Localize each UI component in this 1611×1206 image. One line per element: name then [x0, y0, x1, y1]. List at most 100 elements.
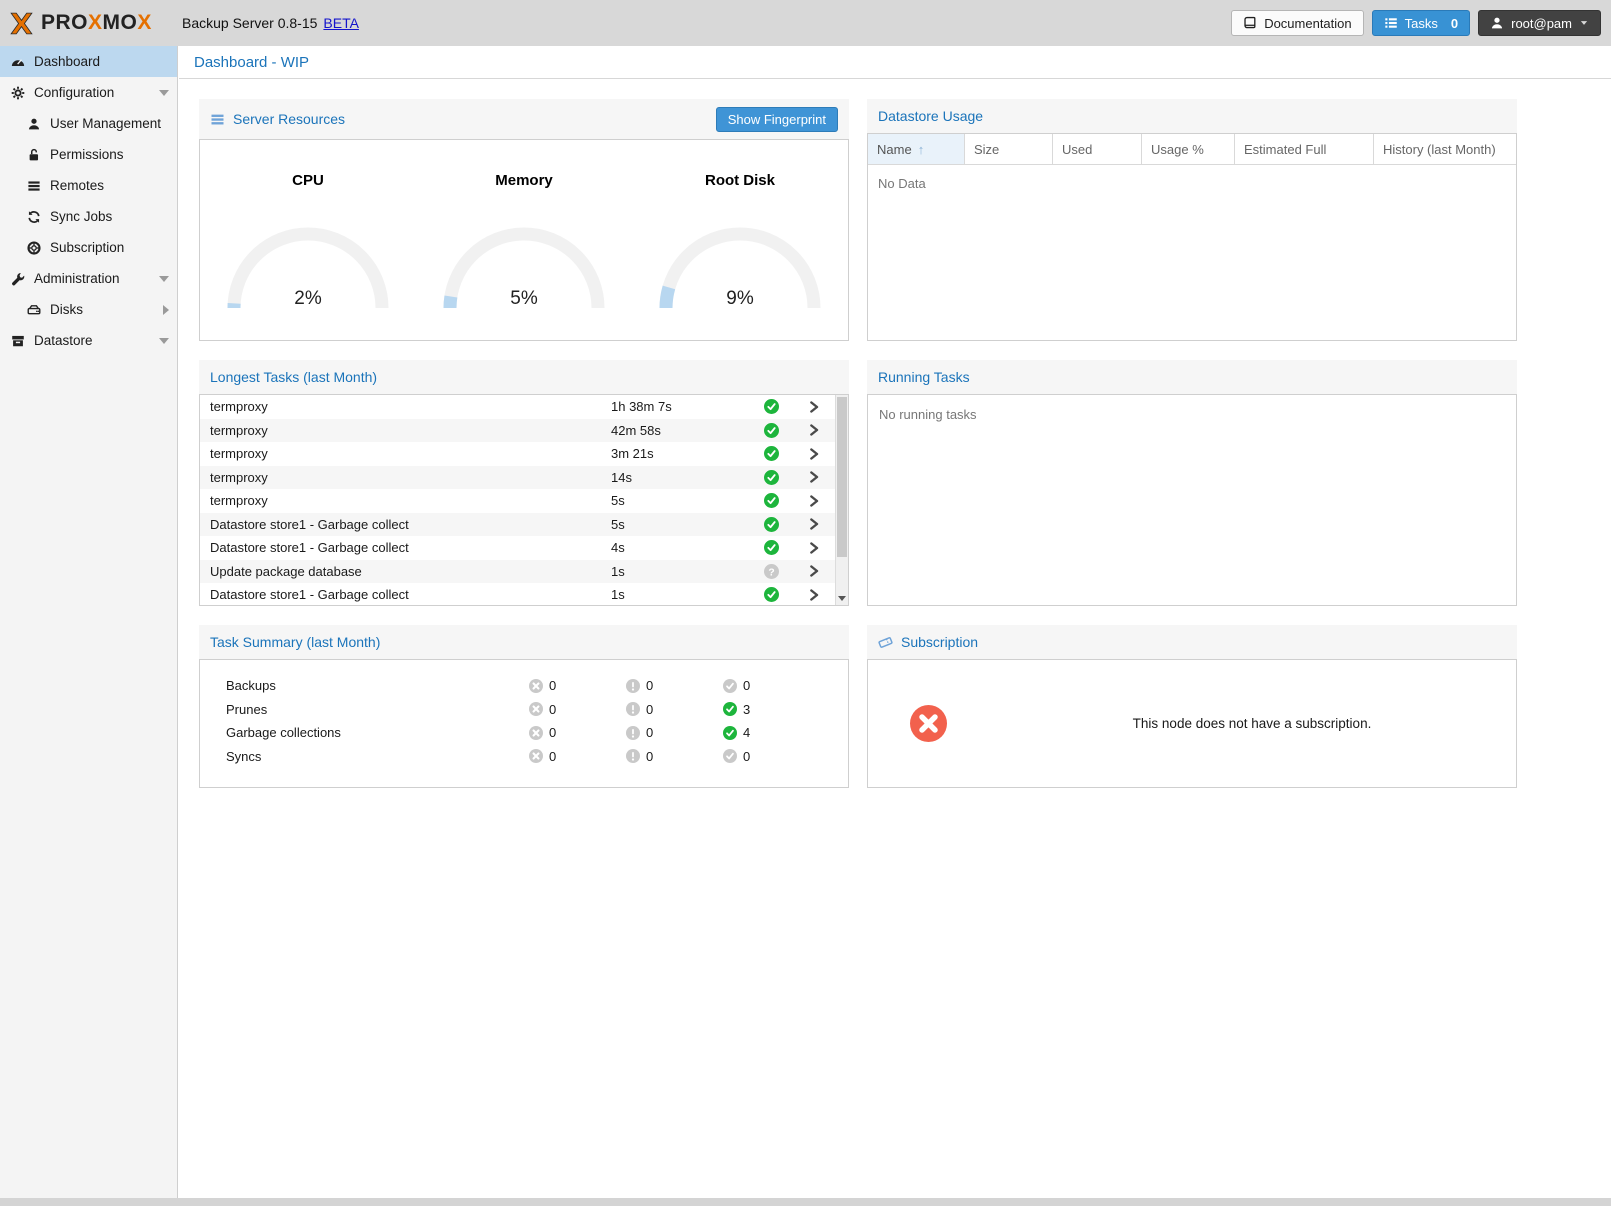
error-count-icon — [529, 702, 543, 716]
ok-status-icon — [749, 399, 793, 414]
page-title: Dashboard - WIP — [194, 53, 310, 71]
collapse-caret-icon[interactable] — [159, 89, 169, 96]
down-arrow-icon — [838, 595, 846, 601]
error-count-icon — [529, 726, 543, 740]
warning-count-icon — [626, 726, 640, 740]
root-disk-gauge: Root Disk 9% — [632, 140, 848, 340]
open-task-chevron-icon[interactable] — [793, 542, 835, 554]
open-task-chevron-icon[interactable] — [793, 424, 835, 436]
top-bar: PROXMOX Backup Server 0.8-15 BETA Docume… — [0, 0, 1611, 46]
server-list-icon — [27, 179, 41, 193]
unlock-icon — [27, 148, 41, 162]
unknown-status-icon — [749, 564, 793, 579]
ok-count-icon — [723, 726, 737, 740]
error-count-icon — [529, 749, 543, 763]
sidebar-item-remotes[interactable]: Remotes — [0, 170, 177, 201]
brand-wordmark: PROXMOX — [41, 11, 152, 34]
sidebar-item-permissions[interactable]: Permissions — [0, 139, 177, 170]
user-menu-button[interactable]: root@pam — [1478, 10, 1601, 36]
task-row[interactable]: Datastore store1 - Garbage collect 5s — [200, 512, 835, 536]
sync-icon — [27, 210, 41, 224]
ok-status-icon — [749, 423, 793, 438]
scroll-down-button[interactable] — [836, 591, 848, 605]
open-task-chevron-icon[interactable] — [793, 495, 835, 507]
sidebar-item-dashboard[interactable]: Dashboard — [0, 46, 177, 77]
scrollbar-thumb[interactable] — [837, 397, 847, 557]
column-header-usage-pct[interactable]: Usage % — [1142, 134, 1235, 164]
open-task-chevron-icon[interactable] — [793, 471, 835, 483]
ok-status-icon — [749, 446, 793, 461]
beta-link[interactable]: BETA — [323, 15, 359, 31]
datastore-usage-panel: Datastore Usage Name ↑ Size Used Usage %… — [867, 99, 1517, 341]
column-header-history[interactable]: History (last Month) — [1383, 141, 1496, 157]
memory-gauge: Memory 5% — [416, 140, 632, 340]
documentation-button[interactable]: Documentation — [1231, 10, 1364, 36]
task-row[interactable]: Datastore store1 - Garbage collect 4s — [200, 536, 835, 560]
task-row[interactable]: Datastore store1 - Garbage collect 1s — [200, 583, 835, 605]
column-header-name[interactable]: Name ↑ — [868, 134, 965, 164]
expand-caret-icon[interactable] — [163, 304, 169, 315]
task-summary-panel: Task Summary (last Month) Backups 0 0 0 … — [199, 625, 849, 788]
warning-count-icon — [626, 702, 640, 716]
open-task-chevron-icon[interactable] — [793, 518, 835, 530]
user-icon — [27, 117, 41, 131]
column-header-used[interactable]: Used — [1053, 134, 1142, 164]
ok-status-icon — [749, 493, 793, 508]
datastore-table-header: Name ↑ Size Used Usage % Estimated Full … — [868, 134, 1516, 165]
task-row[interactable]: termproxy 1h 38m 7s — [200, 395, 835, 419]
open-task-chevron-icon[interactable] — [793, 448, 835, 460]
open-task-chevron-icon[interactable] — [793, 589, 835, 601]
sidebar-item-disks[interactable]: Disks — [0, 294, 177, 325]
proxmox-x-icon — [8, 10, 35, 37]
column-header-estimated-full[interactable]: Estimated Full — [1235, 134, 1374, 164]
ok-count-icon — [723, 702, 737, 716]
subscription-panel: Subscription This node does not have a s… — [867, 625, 1517, 788]
task-row[interactable]: termproxy 5s — [200, 489, 835, 513]
book-icon — [1243, 16, 1257, 30]
datastore-empty-text: No Data — [878, 176, 926, 191]
ok-status-icon — [749, 540, 793, 555]
task-row[interactable]: termproxy 14s — [200, 465, 835, 489]
collapse-caret-icon[interactable] — [159, 337, 169, 344]
page-header: Dashboard - WIP — [179, 46, 1611, 79]
summary-row-prunes: Prunes 0 0 3 — [226, 701, 751, 717]
tachometer-icon — [11, 55, 25, 69]
gears-icon — [11, 86, 25, 100]
task-row[interactable]: termproxy 42m 58s — [200, 418, 835, 442]
running-tasks-panel: Running Tasks No running tasks — [867, 360, 1517, 606]
open-task-chevron-icon[interactable] — [793, 401, 835, 413]
summary-row-syncs: Syncs 0 0 0 — [226, 748, 751, 764]
tasks-scrollbar[interactable] — [835, 395, 848, 605]
summary-row-garbage-collections: Garbage collections 0 0 4 — [226, 725, 751, 741]
life-ring-icon — [27, 241, 41, 255]
hard-disk-icon — [27, 303, 41, 317]
resources-bars-icon — [210, 112, 225, 127]
task-row[interactable]: Update package database 1s — [200, 559, 835, 583]
task-row[interactable]: termproxy 3m 21s — [200, 442, 835, 466]
cpu-gauge-value: 2% — [294, 288, 322, 309]
sidebar-item-administration[interactable]: Administration — [0, 263, 177, 294]
datastore-usage-title: Datastore Usage — [878, 108, 984, 124]
subscription-title: Subscription — [901, 634, 979, 650]
ok-status-icon — [749, 470, 793, 485]
user-icon — [1490, 16, 1504, 30]
sidebar-item-sync-jobs[interactable]: Sync Jobs — [0, 201, 177, 232]
show-fingerprint-button[interactable]: Show Fingerprint — [715, 106, 838, 132]
open-task-chevron-icon[interactable] — [793, 565, 835, 577]
sidebar-item-subscription[interactable]: Subscription — [0, 232, 177, 263]
sidebar-item-datastore[interactable]: Datastore — [0, 325, 177, 356]
server-resources-panel: Server Resources Show Fingerprint CPU 2% — [199, 99, 849, 341]
sidebar-item-user-management[interactable]: User Management — [0, 108, 177, 139]
error-count-icon — [529, 679, 543, 693]
column-header-size[interactable]: Size — [965, 134, 1053, 164]
sidebar-item-configuration[interactable]: Configuration — [0, 77, 177, 108]
memory-gauge-value: 5% — [510, 288, 538, 309]
collapse-caret-icon[interactable] — [159, 275, 169, 282]
ticket-icon — [878, 635, 893, 650]
ok-status-icon — [749, 517, 793, 532]
summary-row-backups: Backups 0 0 0 — [226, 678, 751, 694]
ok-count-icon — [723, 679, 737, 693]
ok-status-icon — [749, 587, 793, 602]
tasks-button[interactable]: Tasks 0 — [1371, 10, 1471, 36]
root-disk-gauge-value: 9% — [726, 288, 754, 309]
